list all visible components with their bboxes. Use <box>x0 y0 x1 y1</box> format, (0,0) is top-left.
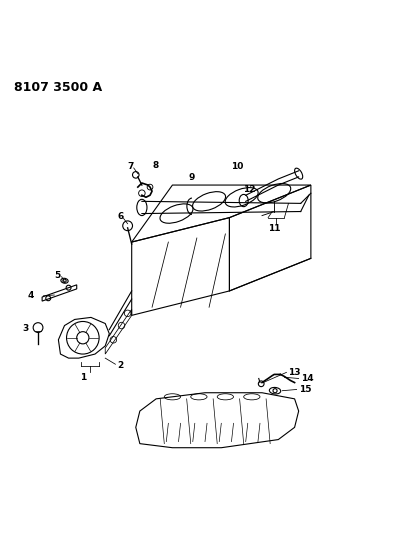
Text: 6: 6 <box>117 212 124 221</box>
Text: 4: 4 <box>28 292 34 300</box>
Text: 9: 9 <box>188 173 195 182</box>
Text: 8: 8 <box>152 161 158 170</box>
Text: 10: 10 <box>231 162 243 171</box>
Text: 3: 3 <box>22 324 29 333</box>
Text: 15: 15 <box>298 385 310 394</box>
Text: 14: 14 <box>300 374 312 383</box>
Text: 8107 3500 A: 8107 3500 A <box>13 81 101 94</box>
Text: 1: 1 <box>79 373 86 382</box>
Text: 12: 12 <box>243 185 255 195</box>
Text: 5: 5 <box>54 271 61 280</box>
Text: 11: 11 <box>267 224 280 233</box>
Text: 7: 7 <box>127 162 134 171</box>
Text: 13: 13 <box>288 368 300 377</box>
Text: 2: 2 <box>117 360 124 369</box>
